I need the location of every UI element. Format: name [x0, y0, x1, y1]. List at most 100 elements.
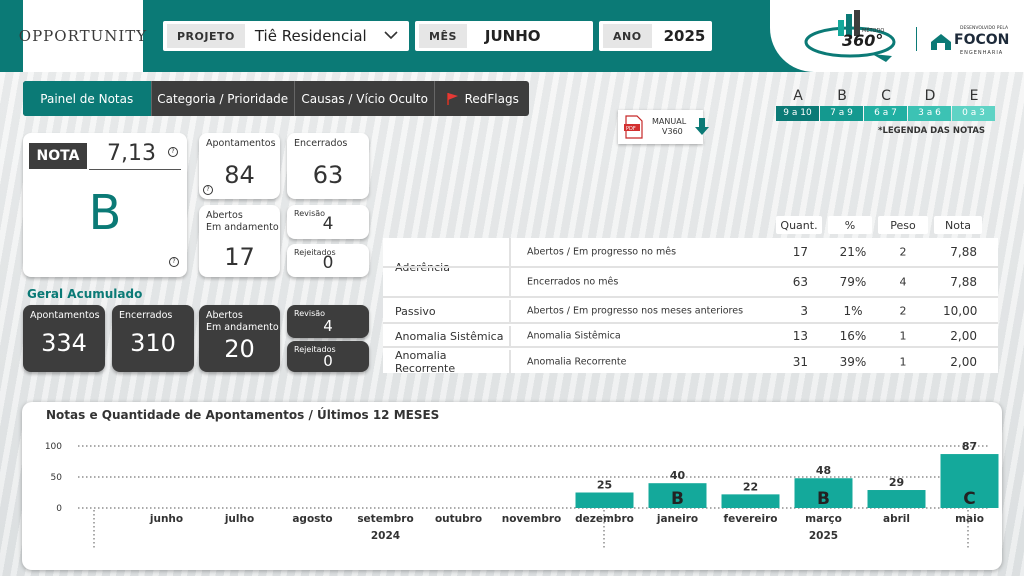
row-quant: 13 — [792, 329, 808, 343]
legend-range: 7 a 9 — [820, 106, 863, 121]
abertos-card: Abertos Em andamento 17 — [199, 205, 280, 277]
abertos-label: Abertos Em andamento — [206, 210, 279, 234]
apontamentos-card: Apontamentos 84 ? — [199, 133, 280, 199]
metodo-label: MÉTODO — [862, 28, 885, 34]
geral-abertos-value: 20 — [224, 335, 255, 363]
y-tick-label: 0 — [56, 504, 62, 514]
legend-letter: E — [969, 88, 979, 104]
header-nota: Nota — [934, 216, 982, 234]
row-nota: 7,88 — [950, 275, 977, 289]
info-icon[interactable]: ? — [169, 257, 179, 267]
x-tick-label: novembro — [502, 513, 562, 525]
row-desc: Abertos / Em progresso nos meses anterio… — [527, 305, 744, 317]
geral-abertos-label-line1: Abertos — [206, 310, 243, 321]
apontamentos-label: Apontamentos — [206, 138, 276, 149]
x-tick-label: setembro — [357, 513, 413, 525]
geral-revisao-card: Revisão 4 — [287, 305, 369, 338]
x-tick-label: junho — [149, 513, 183, 525]
legend-range: 6 a 7 — [864, 106, 907, 121]
group-anomalia-recorrente-label: Anomalia Recorrente — [395, 348, 456, 375]
geral-apontamentos-label: Apontamentos — [30, 310, 100, 321]
x-tick-label: julho — [224, 513, 254, 525]
geral-abertos-label: Abertos Em andamento — [206, 310, 279, 334]
group-anomalia-recorrente: Anomalia Recorrente — [383, 348, 511, 375]
legend-letter: D — [924, 88, 936, 104]
geral-apontamentos-card: Apontamentos 334 — [23, 305, 105, 372]
ano-filter[interactable]: ANO 2025 — [599, 21, 712, 51]
mes-label: MÊS — [419, 24, 467, 48]
manual-button[interactable]: PDF MANUAL V360 — [618, 110, 709, 144]
bar — [794, 478, 853, 508]
geral-encerrados-value: 310 — [130, 329, 176, 357]
row-pct: 79% — [839, 275, 867, 289]
encerrados-value: 63 — [312, 161, 344, 189]
abertos-label-line1: Abertos — [206, 210, 243, 221]
legend-letter: A — [793, 88, 803, 104]
data-label: 22 — [743, 480, 758, 493]
tab-categoria-prioridade[interactable]: Categoria / Prioridade — [152, 81, 295, 116]
mes-value[interactable]: JUNHO — [484, 27, 541, 45]
bar-chart: 0 50 100 junho julho agosto setembro outubro nov… — [45, 440, 999, 548]
grade-label: B — [671, 489, 684, 509]
bar — [721, 494, 780, 508]
ano-label: ANO — [603, 24, 652, 48]
group-passivo-label: Passivo — [395, 304, 436, 318]
manual-label: MANUAL — [652, 117, 687, 126]
y-tick-label: 50 — [51, 473, 63, 483]
row-peso: 2 — [899, 245, 907, 259]
chart-panel: Notas e Quantidade de Apontamentos / Últ… — [22, 402, 1002, 570]
table-row: Abertos / Em progresso nos meses anterio… — [383, 300, 998, 324]
row-desc: Anomalia Recorrente — [527, 356, 627, 367]
x-tick-label: maio — [955, 513, 984, 525]
geral-revisao-label: Revisão — [294, 309, 326, 318]
projeto-label: PROJETO — [167, 24, 245, 48]
ano-value[interactable]: 2025 — [663, 27, 706, 45]
row-pct: 21% — [839, 245, 867, 259]
info-icon[interactable]: ? — [168, 147, 178, 157]
tab-redflags[interactable]: RedFlags — [435, 81, 529, 116]
x-tick-label: janeiro — [656, 513, 698, 525]
projeto-filter[interactable]: PROJETO Tiê Residencial — [163, 21, 409, 51]
group-anomalia-sistemica-label: Anomalia Sistêmica — [395, 329, 504, 343]
mes-filter[interactable]: MÊS JUNHO — [415, 21, 593, 51]
header-peso: Peso — [878, 216, 928, 234]
geral-rejeitados-value: 0 — [323, 352, 333, 370]
geral-abertos-label-line2: Em andamento — [206, 322, 279, 333]
row-desc: Abertos / Em progresso no mês — [527, 246, 677, 258]
nota-label: NOTA — [29, 143, 87, 169]
tab-causas-vicio[interactable]: Causas / Vício Oculto — [295, 81, 436, 116]
revisao-label: Revisão — [294, 209, 326, 218]
data-label: 29 — [889, 476, 904, 489]
data-label: 40 — [670, 469, 686, 482]
geral-encerrados-card: Encerrados 310 — [112, 305, 194, 372]
svg-text:PDF: PDF — [626, 126, 636, 132]
redflags-label: RedFlags — [464, 91, 519, 106]
row-pct: 39% — [839, 354, 867, 369]
geral-apontamentos-value: 334 — [41, 329, 87, 357]
tab-painel-notas[interactable]: Painel de Notas — [23, 81, 152, 116]
row-pct: 1% — [843, 304, 863, 318]
grade-label: B — [817, 489, 830, 509]
x-tick-label: agosto — [292, 513, 332, 525]
geral-title: Geral Acumulado — [27, 287, 143, 301]
red-flag-icon — [446, 92, 458, 105]
projeto-value[interactable]: Tiê Residencial — [254, 27, 367, 45]
header-quant: Quant. — [776, 216, 822, 234]
row-nota: 7,88 — [950, 245, 977, 259]
brand-divider — [916, 27, 917, 51]
row-peso: 1 — [899, 329, 907, 343]
row-desc: Anomalia Sistêmica — [527, 330, 621, 342]
x-tick-label: fevereiro — [724, 513, 778, 525]
x-tick-label: abril — [883, 513, 910, 525]
row-quant: 17 — [792, 245, 808, 259]
nota-card: NOTA 7,13 ? B ? — [23, 133, 187, 277]
geral-rejeitados-card: Rejeitados 0 — [287, 341, 369, 372]
row-nota: 2,00 — [950, 354, 977, 369]
info-icon[interactable]: ? — [203, 185, 213, 195]
chevron-down-icon[interactable] — [383, 27, 399, 43]
row-quant: 3 — [800, 304, 808, 318]
revisao-card: Revisão 4 — [287, 205, 369, 239]
focon-house-icon — [931, 34, 951, 50]
revisao-value: 4 — [322, 214, 334, 234]
legend-range: 0 a 3 — [952, 106, 995, 121]
